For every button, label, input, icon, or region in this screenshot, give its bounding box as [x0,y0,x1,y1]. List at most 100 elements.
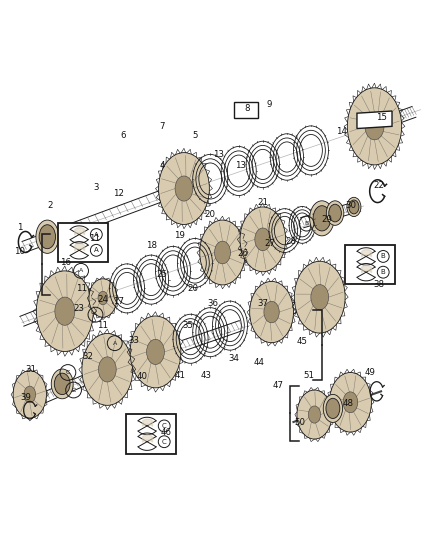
Text: 20: 20 [187,284,198,293]
Ellipse shape [54,373,70,394]
Ellipse shape [326,201,344,225]
FancyBboxPatch shape [58,223,109,262]
Text: 17: 17 [113,297,124,306]
Ellipse shape [326,398,340,418]
Text: 7: 7 [159,122,165,131]
Text: 35: 35 [183,321,194,330]
Text: 47: 47 [272,381,284,390]
Text: 14: 14 [336,127,347,136]
FancyBboxPatch shape [345,245,395,284]
Ellipse shape [175,176,193,201]
Text: A: A [79,269,83,273]
Ellipse shape [240,207,286,272]
Ellipse shape [297,390,332,439]
Text: 40: 40 [137,373,148,382]
Ellipse shape [215,241,230,264]
Text: 33: 33 [128,336,139,345]
Ellipse shape [349,200,359,214]
Text: C: C [71,387,76,392]
Ellipse shape [365,113,384,140]
Text: 23: 23 [73,304,85,313]
Text: 12: 12 [113,189,124,198]
Text: 25: 25 [156,270,168,279]
Text: 2: 2 [48,201,53,209]
Ellipse shape [347,197,361,216]
Ellipse shape [89,279,117,317]
Text: 18: 18 [145,241,157,250]
Text: 43: 43 [200,370,212,379]
Text: 11: 11 [97,321,109,330]
Text: C: C [162,439,166,445]
Text: 11: 11 [88,233,100,243]
Text: 48: 48 [343,399,354,408]
Text: 34: 34 [229,354,240,363]
Text: 46: 46 [161,429,172,438]
Ellipse shape [24,386,35,402]
Text: 29: 29 [321,215,332,224]
Text: 20: 20 [205,211,216,219]
Text: B: B [381,253,385,260]
Text: A: A [94,231,99,238]
Text: 13: 13 [235,161,247,170]
Text: 11: 11 [75,284,87,293]
Text: 26: 26 [237,249,249,258]
Ellipse shape [264,301,279,323]
Text: 38: 38 [373,280,385,289]
Text: 27: 27 [264,239,275,248]
Ellipse shape [36,220,59,253]
Ellipse shape [39,225,56,249]
Text: 37: 37 [257,299,268,308]
Text: 6: 6 [120,131,125,140]
Text: 24: 24 [97,295,109,304]
Text: 44: 44 [254,358,265,367]
Ellipse shape [98,292,108,305]
Text: C: C [66,370,70,375]
Text: A: A [94,247,99,253]
Ellipse shape [323,394,343,423]
Text: C: C [162,423,166,429]
Ellipse shape [294,261,345,333]
Text: 1: 1 [17,223,22,231]
Ellipse shape [255,228,271,251]
Ellipse shape [308,406,321,423]
FancyBboxPatch shape [234,102,258,118]
Ellipse shape [310,201,334,236]
Text: 39: 39 [20,393,31,402]
Text: 8: 8 [245,104,250,114]
Text: 15: 15 [375,113,387,122]
Ellipse shape [329,204,341,222]
Text: 5: 5 [192,131,198,140]
Ellipse shape [347,88,402,165]
Text: 28: 28 [286,237,297,246]
Text: 10: 10 [14,247,25,256]
Text: 22: 22 [373,181,385,190]
Text: 36: 36 [207,299,218,308]
Text: 32: 32 [82,352,93,361]
Text: 3: 3 [94,183,99,192]
Ellipse shape [311,285,328,310]
Text: 13: 13 [213,150,225,159]
Ellipse shape [159,152,209,224]
Text: 4: 4 [159,161,165,170]
Ellipse shape [82,334,133,405]
Text: 16: 16 [60,257,71,266]
Ellipse shape [55,297,75,325]
Ellipse shape [343,392,358,413]
Ellipse shape [36,271,93,351]
Text: 21: 21 [257,198,268,207]
FancyBboxPatch shape [126,414,176,454]
Text: 19: 19 [174,231,185,240]
Ellipse shape [51,369,73,399]
Text: 51: 51 [303,370,314,379]
Ellipse shape [250,281,293,343]
Text: 41: 41 [174,372,185,381]
Text: A: A [93,312,98,317]
Polygon shape [357,111,392,128]
Ellipse shape [13,371,46,418]
Text: 9: 9 [267,100,272,109]
Ellipse shape [130,316,181,388]
Ellipse shape [99,357,116,382]
Ellipse shape [313,206,331,231]
Text: 30: 30 [345,201,356,209]
Text: 45: 45 [297,337,308,346]
